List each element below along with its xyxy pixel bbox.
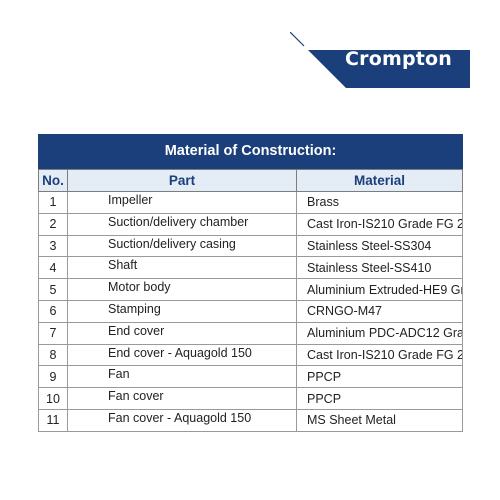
part-name: Fan cover - Aquagold 150 (67, 408, 297, 432)
material-name: CRNGO-M47 (296, 299, 463, 323)
column-header-no: No. (38, 169, 68, 192)
table-row: 11 Fan cover - Aquagold 150 MS Sheet Met… (38, 408, 463, 432)
part-name: Fan cover (67, 387, 297, 410)
material-name: Brass (296, 191, 463, 214)
part-name: Stamping (67, 299, 297, 323)
material-table: Material of Construction: No. Part Mater… (38, 134, 463, 432)
material-name: PPCP (296, 365, 463, 389)
table-row: 4 Shaft Stainless Steel-SS410 (38, 256, 463, 280)
part-name: End cover (67, 321, 297, 345)
column-header-part: Part (67, 169, 297, 192)
row-number: 6 (38, 299, 68, 323)
row-number: 8 (38, 343, 68, 367)
row-number: 10 (38, 387, 68, 410)
part-name: Impeller (67, 191, 297, 214)
row-number: 5 (38, 278, 68, 301)
row-number: 9 (38, 365, 68, 389)
table-header-row: No. Part Material (38, 169, 463, 192)
table-row: 8 End cover - Aquagold 150 Cast Iron-IS2… (38, 343, 463, 367)
row-number: 1 (38, 191, 68, 214)
row-number: 3 (38, 234, 68, 258)
table-row: 7 End cover Aluminium PDC-ADC12 Grade (38, 321, 463, 345)
material-name: Stainless Steel-SS410 (296, 256, 463, 280)
material-name: MS Sheet Metal (296, 408, 463, 432)
material-name: Stainless Steel-SS304 (296, 234, 463, 258)
part-name: Suction/delivery casing (67, 234, 297, 258)
part-name: End cover - Aquagold 150 (67, 343, 297, 367)
table-row: 2 Suction/delivery chamber Cast Iron-IS2… (38, 212, 463, 236)
table-row: 1 Impeller Brass (38, 191, 463, 214)
part-name: Motor body (67, 278, 297, 301)
table-row: 6 Stamping CRNGO-M47 (38, 299, 463, 323)
row-number: 4 (38, 256, 68, 280)
material-name: Aluminium PDC-ADC12 Grade (296, 321, 463, 345)
column-header-material: Material (296, 169, 463, 192)
material-name: Cast Iron-IS210 Grade FG 200 (296, 343, 463, 367)
table-row: 9 Fan PPCP (38, 365, 463, 389)
part-name: Shaft (67, 256, 297, 280)
material-name: Aluminium Extruded-HE9 Grade (296, 278, 463, 301)
part-name: Suction/delivery chamber (67, 212, 297, 236)
material-name: Cast Iron-IS210 Grade FG 200 (296, 212, 463, 236)
table-row: 3 Suction/delivery casing Stainless Stee… (38, 234, 463, 258)
material-grid: No. Part Material 1 Impeller Brass 2 Suc… (38, 169, 463, 432)
brand-logo: Crompton (290, 32, 470, 88)
row-number: 7 (38, 321, 68, 345)
logo-tab-shape (290, 32, 470, 88)
table-row: 5 Motor body Aluminium Extruded-HE9 Grad… (38, 278, 463, 301)
table-title: Material of Construction: (38, 134, 463, 169)
part-name: Fan (67, 365, 297, 389)
row-number: 2 (38, 212, 68, 236)
table-row: 10 Fan cover PPCP (38, 387, 463, 410)
logo-text: Crompton (345, 48, 453, 70)
material-name: PPCP (296, 387, 463, 410)
row-number: 11 (38, 408, 68, 432)
